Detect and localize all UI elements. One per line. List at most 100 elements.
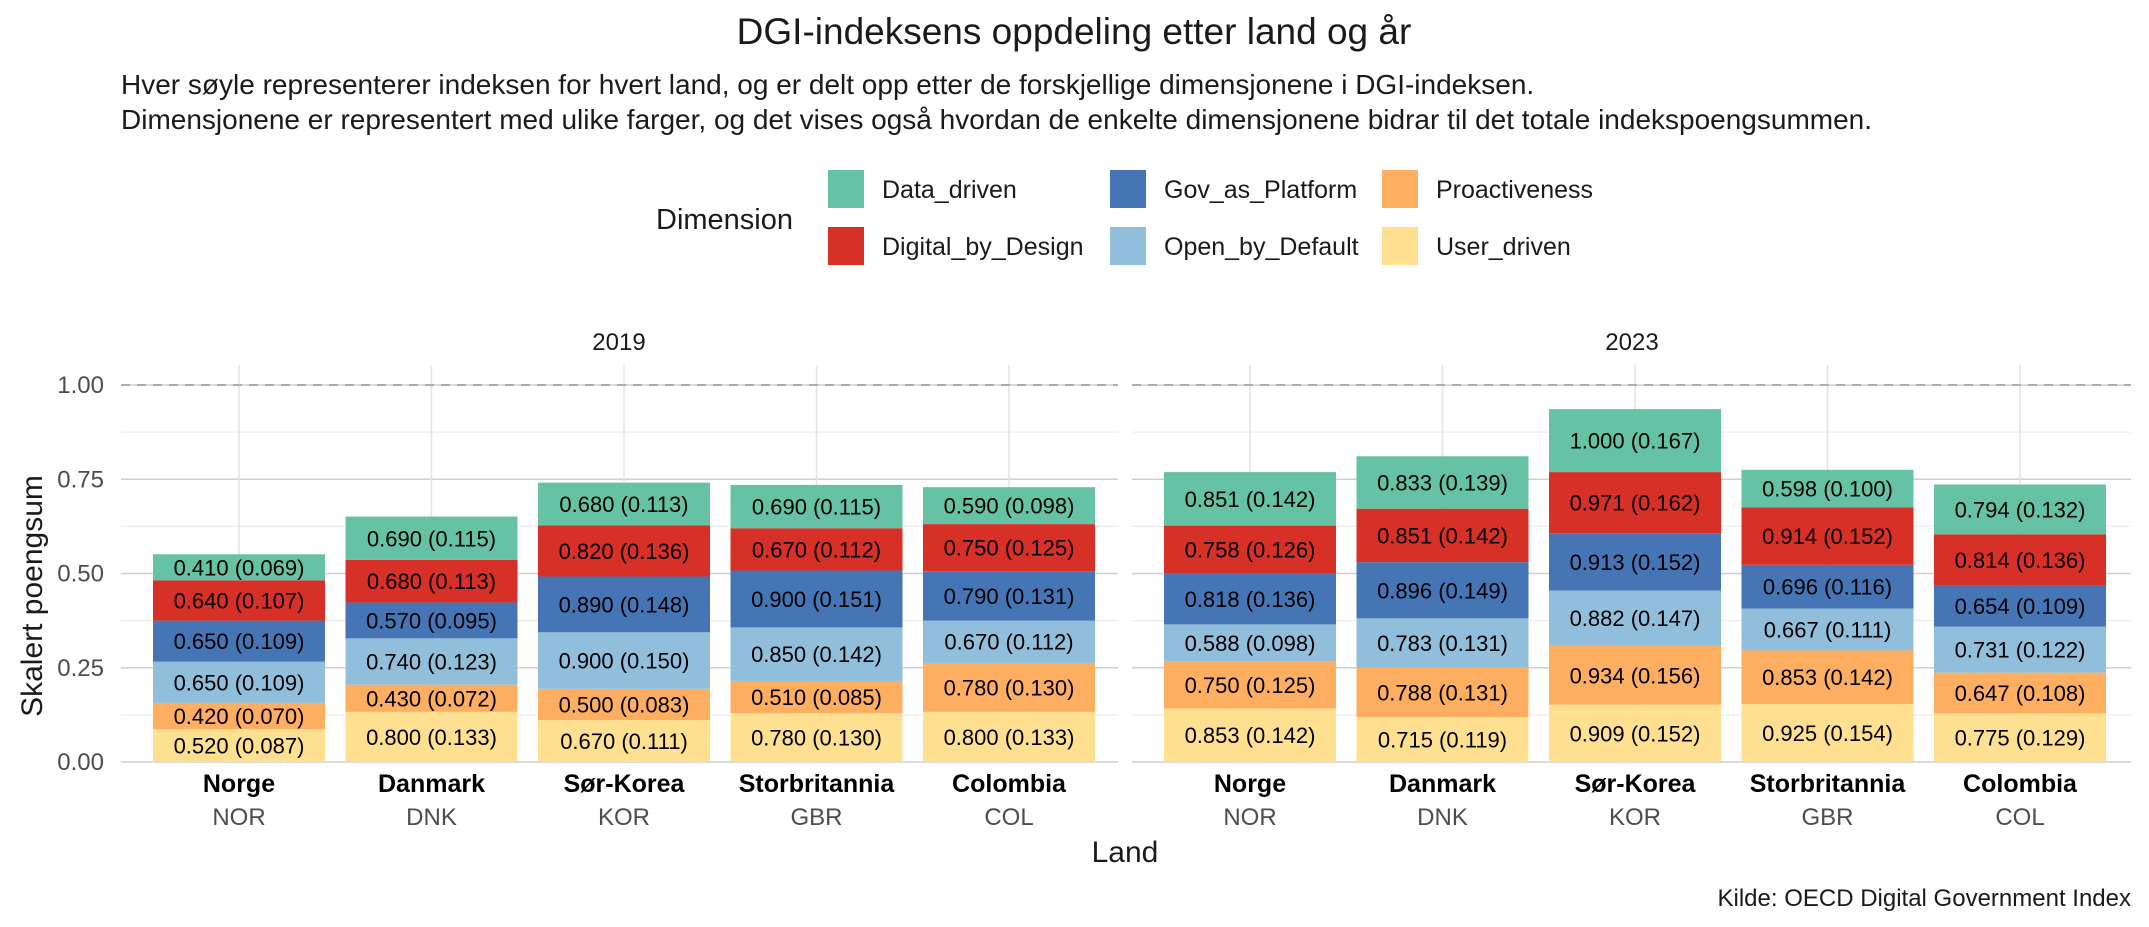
bar-segment-user-driven	[1164, 708, 1336, 762]
data-label: 0.925 (0.154)	[1762, 721, 1893, 746]
data-label: 0.783 (0.131)	[1377, 631, 1508, 656]
x-axis-label: Land	[1092, 836, 1159, 869]
bar-segment-user-driven	[345, 711, 518, 762]
bar-2019-dnk: 0.800 (0.133) 0.430 (0.072) 0.740 (0.123) 0…	[345, 516, 518, 762]
data-label: 0.882 (0.147)	[1570, 606, 1701, 631]
data-label: 0.818 (0.136)	[1185, 587, 1316, 612]
data-label: 0.750 (0.125)	[944, 536, 1075, 561]
legend-swatch-gov-as-platform	[1110, 170, 1146, 208]
data-label: 0.820 (0.136)	[559, 539, 690, 564]
bar-2023-col: 0.775 (0.129) 0.647 (0.108) 0.731 (0.122) 0…	[1934, 484, 2106, 762]
data-label: 0.909 (0.152)	[1570, 721, 1701, 746]
data-label: 0.780 (0.130)	[944, 675, 1075, 700]
legend-title: Dimension	[656, 204, 793, 236]
data-label: 0.654 (0.109)	[1955, 594, 2086, 619]
data-label: 0.640 (0.107)	[174, 588, 305, 613]
bar-segment-user-driven	[1741, 703, 1914, 762]
bar-segment-proactiveness	[1934, 672, 2106, 714]
data-label: 0.500 (0.083)	[559, 693, 690, 718]
bar-segment-data-driven	[345, 516, 518, 560]
bar-segment-proactiveness	[1164, 661, 1336, 709]
data-label: 0.650 (0.109)	[174, 629, 305, 654]
data-label: 0.814 (0.136)	[1955, 548, 2086, 573]
data-label: 0.510 (0.085)	[751, 685, 882, 710]
legend-label-digital-by-design: Digital_by_Design	[882, 233, 1084, 261]
panel-strip-2019: 2019	[592, 329, 645, 356]
axis-clip-band	[0, 763, 2149, 768]
legend-swatch-proactiveness	[1382, 170, 1418, 208]
y-tick-label: 0.25	[57, 655, 104, 682]
bar-segment-user-driven	[1934, 713, 2106, 762]
x-tick-label-kor: Sør-Korea	[564, 770, 686, 798]
bar-segment-data-driven	[923, 487, 1095, 525]
bar-segment-data-driven	[153, 554, 325, 581]
data-label: 0.900 (0.151)	[751, 587, 882, 612]
bar-segment-proactiveness	[1741, 650, 1914, 704]
y-axis-label: Skalert poengsum	[16, 475, 49, 717]
data-label: 0.696 (0.116)	[1763, 575, 1892, 600]
bar-segment-user-driven	[1356, 717, 1529, 762]
x-tick-code-kor: KOR	[598, 804, 650, 831]
x-tick-code-gbr: GBR	[790, 804, 842, 831]
data-label: 0.520 (0.087)	[174, 734, 305, 759]
chart-subtitle-line-2: Dimensjonene er representert med ulike f…	[121, 104, 1872, 135]
bar-segment-digital-by-design	[538, 525, 710, 577]
data-label: 0.833 (0.139)	[1377, 470, 1508, 495]
bar-segment-gov-as-platform	[923, 571, 1095, 621]
bar-2019-col: 0.800 (0.133) 0.780 (0.130) 0.670 (0.112) 0…	[923, 487, 1095, 762]
x-tick-code-gbr: GBR	[1801, 804, 1853, 831]
bar-segment-open-by-default	[1934, 626, 2106, 673]
panel-2023: 2023 0.853 (0.142) 0.750 (0.125) 0.588 (0.0…	[1132, 329, 2131, 831]
data-label: 0.420 (0.070)	[174, 704, 305, 729]
bar-segment-digital-by-design	[1934, 534, 2106, 586]
bar-segment-gov-as-platform	[1356, 562, 1529, 619]
bar-segment-gov-as-platform	[538, 576, 710, 633]
data-label: 0.913 (0.152)	[1570, 550, 1701, 575]
bar-segment-proactiveness	[1356, 667, 1529, 718]
data-label: 0.853 (0.142)	[1762, 665, 1893, 690]
panel-2019: 2019 0.520 (0.087) 0.420 (0.070) 0.650 (0.1…	[121, 329, 1118, 831]
bar-segment-user-driven	[153, 729, 325, 762]
bar-segment-data-driven	[1934, 484, 2106, 535]
bar-segment-proactiveness	[923, 662, 1095, 712]
data-label: 0.788 (0.131)	[1377, 680, 1508, 705]
bar-2023-nor: 0.853 (0.142) 0.750 (0.125) 0.588 (0.098) 0…	[1164, 472, 1336, 762]
bar-segment-data-driven	[1549, 409, 1721, 473]
bar-segment-gov-as-platform	[730, 570, 903, 628]
bar-segment-gov-as-platform	[153, 620, 325, 662]
y-tick-label: 1.00	[57, 372, 104, 399]
data-label: 0.851 (0.142)	[1185, 487, 1316, 512]
data-label: 0.780 (0.130)	[751, 725, 882, 750]
bar-segment-digital-by-design	[345, 559, 518, 603]
data-label: 0.971 (0.162)	[1570, 491, 1701, 516]
bar-segment-digital-by-design	[730, 528, 903, 571]
bar-segment-proactiveness	[730, 680, 903, 713]
panel-strip-2023: 2023	[1605, 329, 1658, 356]
bar-2023-kor: 0.909 (0.152) 0.934 (0.156) 0.882 (0.147) 0…	[1549, 409, 1721, 762]
bar-segment-open-by-default	[1164, 624, 1336, 662]
x-tick-label-col: Colombia	[1963, 770, 2078, 798]
data-label: 1.000 (0.167)	[1570, 429, 1701, 454]
x-tick-label-dnk: Danmark	[1389, 770, 1496, 798]
data-label: 0.410 (0.069)	[174, 555, 305, 580]
bar-segment-open-by-default	[1741, 608, 1914, 651]
bar-2019-kor: 0.670 (0.111) 0.500 (0.083) 0.900 (0.150) 0…	[538, 482, 710, 762]
y-tick-label: 0.00	[57, 749, 104, 776]
bar-segment-gov-as-platform	[345, 602, 518, 639]
chart-title: DGI-indeksens oppdeling etter land og år	[737, 11, 1412, 52]
legend-label-user-driven: User_driven	[1436, 233, 1571, 261]
x-tick-label-kor: Sør-Korea	[1575, 770, 1697, 798]
data-label: 0.853 (0.142)	[1185, 723, 1316, 748]
data-label: 0.598 (0.100)	[1762, 477, 1893, 502]
panels: 2019 0.520 (0.087) 0.420 (0.070) 0.650 (0.1…	[0, 329, 2149, 831]
bar-2023-dnk: 0.715 (0.119) 0.788 (0.131) 0.783 (0.131) 0…	[1356, 456, 1529, 762]
bar-segment-open-by-default	[153, 661, 325, 703]
data-label: 0.896 (0.149)	[1377, 578, 1508, 603]
legend-swatch-data-driven	[828, 170, 864, 208]
data-label: 0.890 (0.148)	[559, 592, 690, 617]
data-label: 0.670 (0.112)	[944, 630, 1073, 655]
bar-segment-digital-by-design	[1356, 508, 1529, 563]
data-label: 0.775 (0.129)	[1955, 726, 2086, 751]
bar-segment-open-by-default	[1356, 618, 1529, 668]
